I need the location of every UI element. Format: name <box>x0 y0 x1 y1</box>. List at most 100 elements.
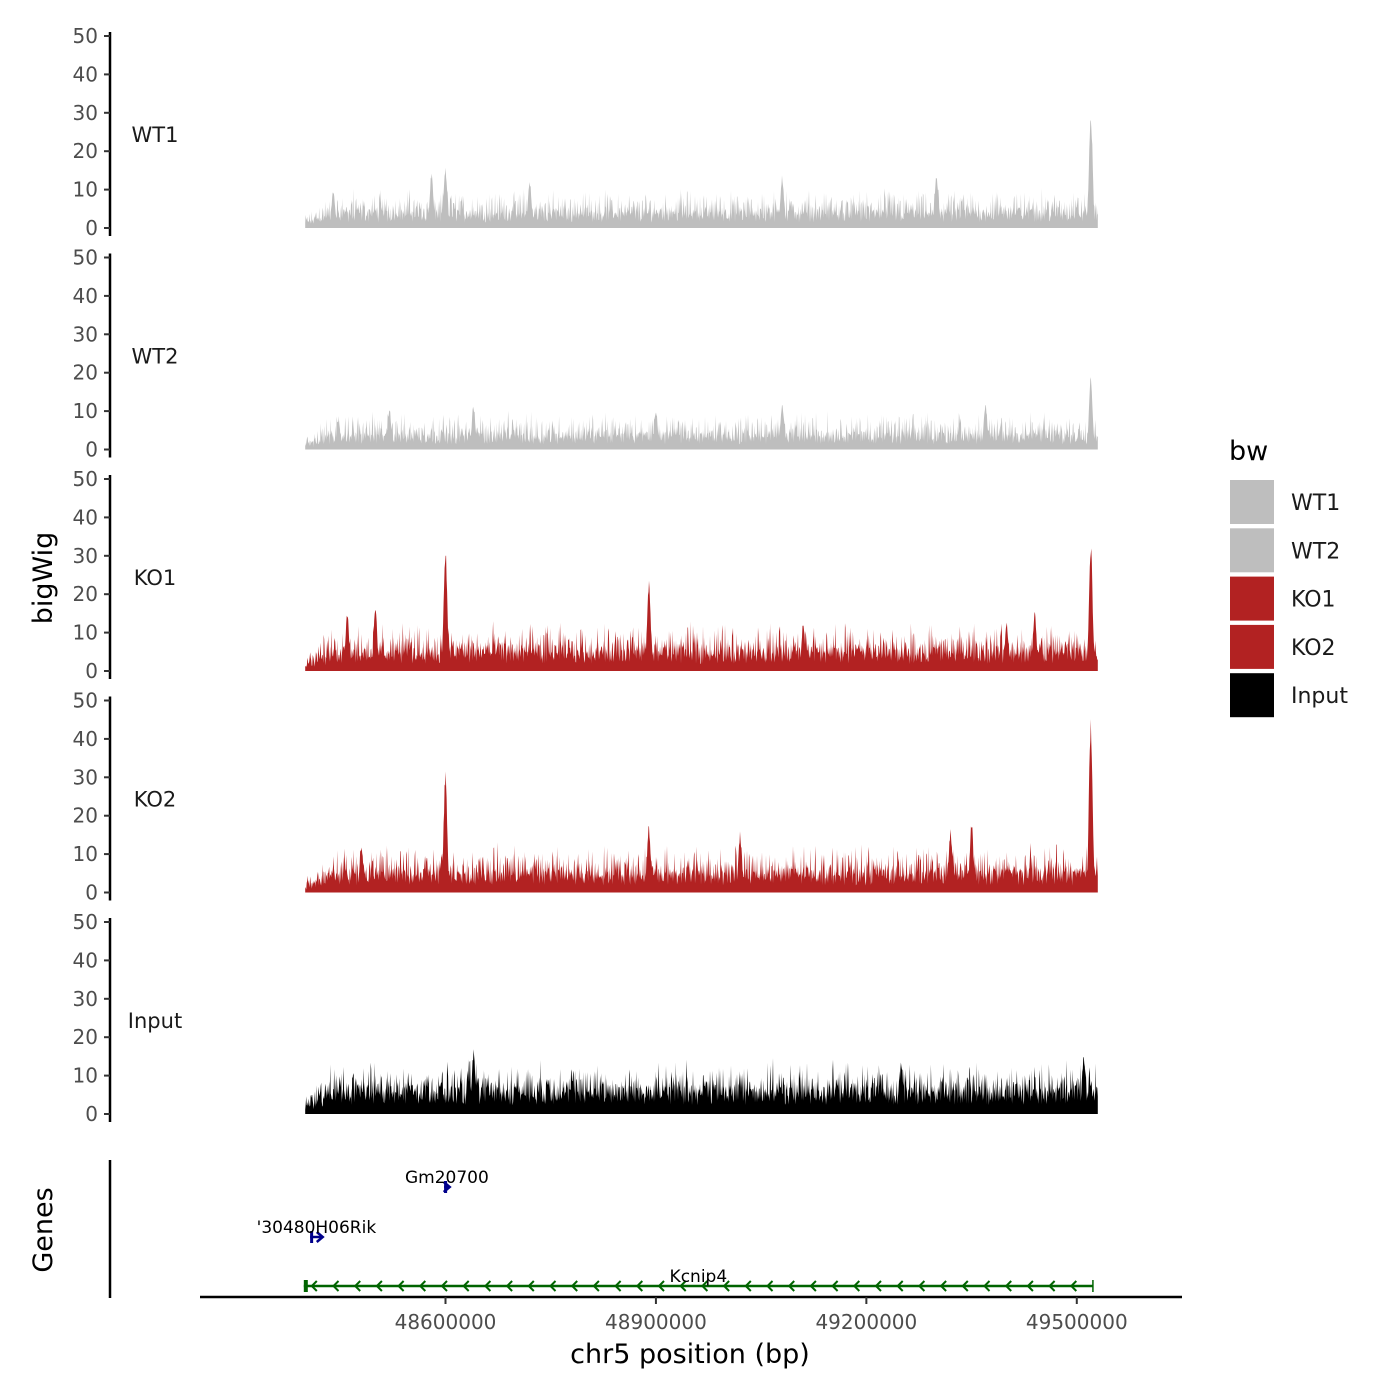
strand-arrow <box>1048 1280 1056 1292</box>
y-tick-label: 30 <box>73 544 98 568</box>
legend-entry-wt2: WT2 <box>1230 528 1340 573</box>
y-tick-label: 40 <box>73 727 98 751</box>
y-axis-title: bigWig <box>28 532 59 625</box>
track-ko1: 0 10 20 30 40 50 KO1 <box>73 467 1098 683</box>
y-tick-label: 0 <box>85 881 98 905</box>
signal-area-wt1 <box>305 120 1098 228</box>
signal-tracks: 0 10 20 30 40 50 WT1 0 10 20 30 40 50 WT2 0 10 20 30 40 50 K… <box>73 24 1098 1126</box>
y-tick-label: 40 <box>73 505 98 529</box>
strand-arrow <box>483 1280 492 1292</box>
legend-entry-wt1: WT1 <box>1230 480 1340 524</box>
y-tick-label: 50 <box>73 24 98 48</box>
x-tick-label: 49500000 <box>1026 1310 1128 1334</box>
strand-arrow <box>1026 1280 1034 1292</box>
legend-label: WT1 <box>1291 491 1340 516</box>
signal-area-ko1 <box>305 548 1098 671</box>
gene-exon <box>310 1231 314 1243</box>
strand-arrow <box>635 1280 644 1292</box>
strand-arrow <box>418 1280 427 1292</box>
y-tick-label: 50 <box>73 910 98 934</box>
strand-arrow <box>896 1280 904 1292</box>
legend-label: Input <box>1291 684 1348 709</box>
track-label: WT1 <box>132 123 179 147</box>
y-tick-label: 20 <box>73 139 98 163</box>
strand-arrow <box>874 1280 882 1292</box>
legend-label: WT2 <box>1291 539 1340 564</box>
strand-arrow <box>1069 1280 1078 1292</box>
y-tick-label: 0 <box>85 659 98 683</box>
y-tick-label: 10 <box>73 842 98 866</box>
x-tick-label: 49200000 <box>815 1310 917 1334</box>
strand-arrow <box>375 1280 383 1292</box>
strand-arrow <box>744 1280 752 1292</box>
x-axis-title: chr5 position (bp) <box>570 1339 810 1370</box>
y-tick-label: 40 <box>73 948 98 972</box>
genes-axis-title: Genes <box>28 1187 59 1272</box>
track-label: KO2 <box>134 788 177 812</box>
strand-arrow <box>310 1280 318 1292</box>
track-label: KO1 <box>134 566 177 590</box>
signal-area-input <box>305 1049 1098 1114</box>
track-input: 0 10 20 30 40 50 Input <box>73 910 1098 1126</box>
y-tick-label: 50 <box>73 467 98 491</box>
strand-arrow <box>766 1280 774 1292</box>
strand-arrow <box>722 1280 730 1292</box>
strand-arrow <box>983 1280 991 1292</box>
y-tick-label: 40 <box>73 62 98 86</box>
y-tick-label: 50 <box>73 689 98 713</box>
strand-arrow <box>657 1280 665 1292</box>
track-wt1: 0 10 20 30 40 50 WT1 <box>73 24 1098 240</box>
signal-area-ko2 <box>305 719 1098 893</box>
strand-arrow <box>592 1280 600 1292</box>
gene-label: '30480H06Rik <box>257 1218 377 1238</box>
y-tick-label: 10 <box>73 1064 98 1088</box>
legend-entry-ko1: KO1 <box>1230 576 1336 621</box>
y-tick-label: 30 <box>73 765 98 789</box>
gene-label: Gm20700 <box>405 1168 489 1188</box>
y-tick-label: 10 <box>73 621 98 645</box>
legend-swatch <box>1230 480 1274 524</box>
gene-gm20700: Gm20700 <box>405 1168 489 1193</box>
strand-arrow <box>549 1280 557 1292</box>
y-tick-label: 0 <box>85 216 98 240</box>
strand-arrow <box>315 1231 325 1243</box>
y-tick-label: 0 <box>85 438 98 462</box>
strand-arrow <box>527 1280 535 1292</box>
legend-entry-ko2: KO2 <box>1230 624 1336 669</box>
legend-swatch <box>1230 528 1274 573</box>
track-ko2: 0 10 20 30 40 50 KO2 <box>73 689 1098 905</box>
y-tick-label: 20 <box>73 361 98 385</box>
signal-area-wt2 <box>305 377 1098 450</box>
strand-arrow <box>397 1280 405 1292</box>
legend-swatch <box>1230 673 1274 718</box>
strand-arrow <box>852 1280 861 1292</box>
strand-arrow <box>700 1280 709 1292</box>
track-label: Input <box>128 1009 182 1033</box>
track-label: WT2 <box>132 345 179 369</box>
legend-title: bw <box>1229 436 1268 467</box>
y-tick-label: 20 <box>73 804 98 828</box>
strand-arrow <box>679 1280 687 1292</box>
strand-arrow <box>917 1280 926 1292</box>
strand-arrow <box>939 1280 947 1292</box>
genes-panel: Gm20700 '30480H06Rik Kcnip4 <box>108 1160 1094 1298</box>
x-tick-label: 48900000 <box>605 1310 707 1334</box>
y-tick-label: 20 <box>73 1025 98 1049</box>
strand-arrow <box>505 1280 513 1292</box>
x-axis: 48600000 48900000 49200000 49500000 <box>200 1295 1182 1334</box>
strand-arrow <box>462 1280 470 1292</box>
strand-arrow <box>809 1280 817 1292</box>
y-tick-label: 30 <box>73 322 98 346</box>
legend-swatch <box>1230 624 1274 669</box>
strand-arrow <box>353 1280 361 1292</box>
y-tick-label: 40 <box>73 284 98 308</box>
x-tick-label: 48600000 <box>395 1310 497 1334</box>
y-tick-label: 10 <box>73 399 98 423</box>
strand-arrow <box>442 1181 452 1193</box>
gene-kcnip4: Kcnip4 <box>303 1267 1094 1292</box>
y-tick-label: 50 <box>73 246 98 270</box>
y-tick-label: 0 <box>85 1102 98 1126</box>
strand-arrow <box>787 1280 795 1292</box>
y-tick-label: 30 <box>73 987 98 1011</box>
